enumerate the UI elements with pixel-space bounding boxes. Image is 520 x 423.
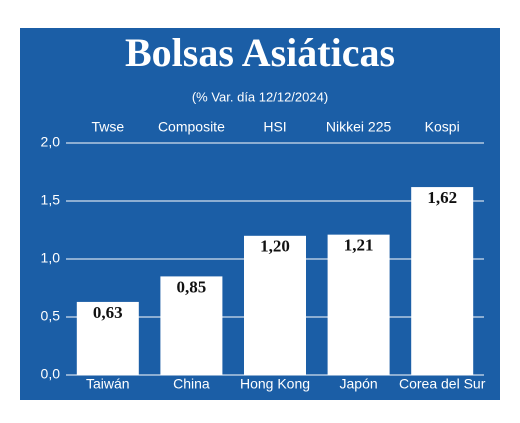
index-name: Twse	[91, 119, 124, 135]
y-tick-label: 0,0	[41, 366, 61, 382]
bar	[327, 234, 390, 375]
value-label: 1,20	[260, 237, 290, 256]
x-tick-label: Taiwán	[86, 376, 130, 392]
bar	[160, 276, 223, 375]
bar	[244, 235, 306, 375]
chart-title: Bolsas Asiáticas	[125, 30, 395, 75]
y-tick-label: 2,0	[41, 134, 61, 150]
index-name: HSI	[263, 119, 286, 135]
x-tick-label: Hong Kong	[240, 376, 310, 392]
index-name: Composite	[158, 119, 225, 135]
y-tick-label: 1,0	[41, 250, 61, 266]
value-label: 1,21	[344, 236, 374, 255]
y-tick-label: 1,5	[41, 192, 61, 208]
value-label: 0,85	[177, 277, 207, 296]
x-tick-label: Corea del Sur	[399, 376, 486, 392]
x-tick-label: China	[173, 376, 210, 392]
x-tick-label: Japón	[340, 376, 378, 392]
y-tick-label: 0,5	[41, 308, 61, 324]
value-label: 0,63	[93, 303, 123, 322]
value-label: 1,62	[427, 188, 457, 207]
index-name: Nikkei 225	[326, 119, 392, 135]
chart-subtitle: (% Var. día 12/12/2024)	[192, 89, 328, 104]
bar	[411, 187, 474, 375]
index-name: Kospi	[425, 119, 460, 135]
bar	[76, 301, 139, 375]
